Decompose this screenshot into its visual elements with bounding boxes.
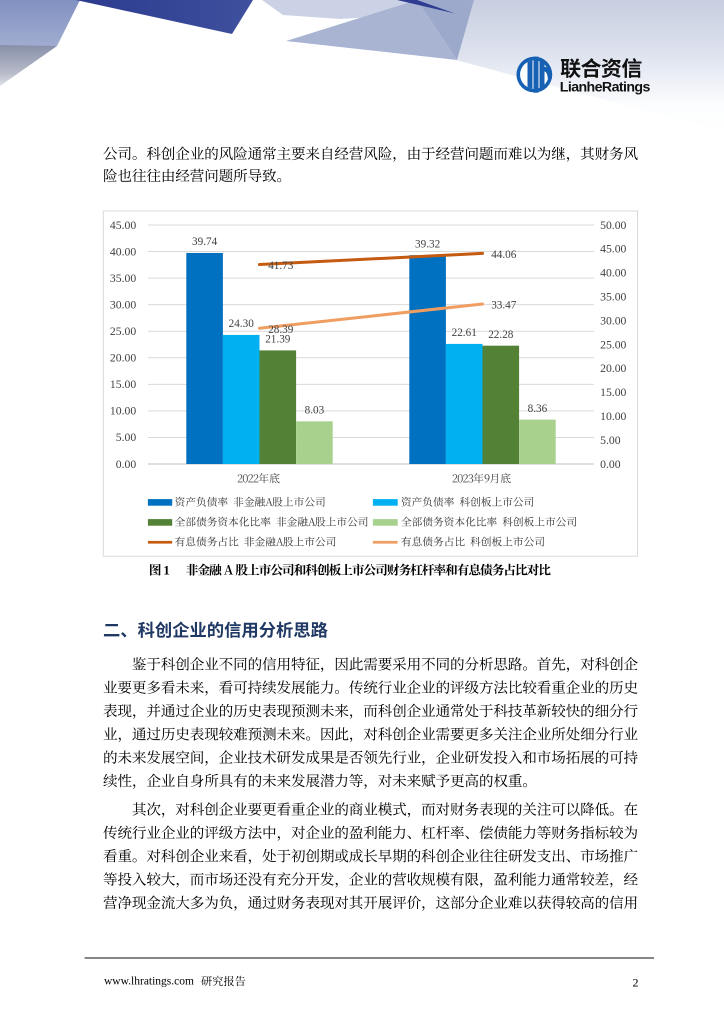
- svg-text:35.00: 35.00: [110, 272, 136, 285]
- svg-text:22.61: 22.61: [452, 327, 477, 339]
- svg-text:22.28: 22.28: [488, 329, 514, 341]
- svg-text:5.00: 5.00: [116, 431, 137, 444]
- svg-text:8.36: 8.36: [528, 403, 548, 415]
- svg-text:8.03: 8.03: [305, 405, 325, 417]
- svg-text:30.00: 30.00: [110, 298, 136, 311]
- svg-text:39.32: 39.32: [415, 238, 440, 250]
- svg-text:44.06: 44.06: [491, 249, 517, 261]
- svg-text:41.73: 41.73: [268, 260, 294, 272]
- svg-text:24.30: 24.30: [229, 318, 255, 330]
- svg-text:5.00: 5.00: [600, 434, 621, 447]
- svg-text:1: 1: [163, 564, 169, 578]
- svg-text:10.00: 10.00: [600, 410, 626, 423]
- svg-text:39.74: 39.74: [192, 236, 218, 248]
- svg-text:25.00: 25.00: [110, 325, 136, 338]
- svg-text:45.00: 45.00: [600, 243, 626, 256]
- svg-text:40.00: 40.00: [110, 245, 136, 258]
- svg-text:28.39: 28.39: [268, 324, 294, 336]
- svg-text:15.00: 15.00: [110, 378, 136, 391]
- svg-text:25.00: 25.00: [600, 338, 626, 351]
- svg-text:2: 2: [633, 975, 639, 989]
- svg-text:15.00: 15.00: [600, 386, 626, 399]
- svg-text:20.00: 20.00: [110, 352, 136, 365]
- svg-text:45.00: 45.00: [110, 219, 136, 232]
- svg-text:35.00: 35.00: [600, 291, 626, 304]
- svg-text:LianheRatings: LianheRatings: [560, 80, 651, 96]
- svg-text:30.00: 30.00: [600, 314, 626, 327]
- svg-text:20.00: 20.00: [600, 362, 626, 375]
- svg-text:33.47: 33.47: [491, 300, 517, 312]
- svg-text:50.00: 50.00: [600, 219, 626, 232]
- svg-text:0.00: 0.00: [116, 458, 137, 471]
- svg-text:21.39: 21.39: [265, 334, 291, 346]
- svg-text:40.00: 40.00: [600, 267, 626, 280]
- svg-text:0.00: 0.00: [600, 458, 621, 471]
- svg-text:www.lhratings.com: www.lhratings.com: [104, 975, 194, 987]
- svg-text:10.00: 10.00: [110, 405, 136, 418]
